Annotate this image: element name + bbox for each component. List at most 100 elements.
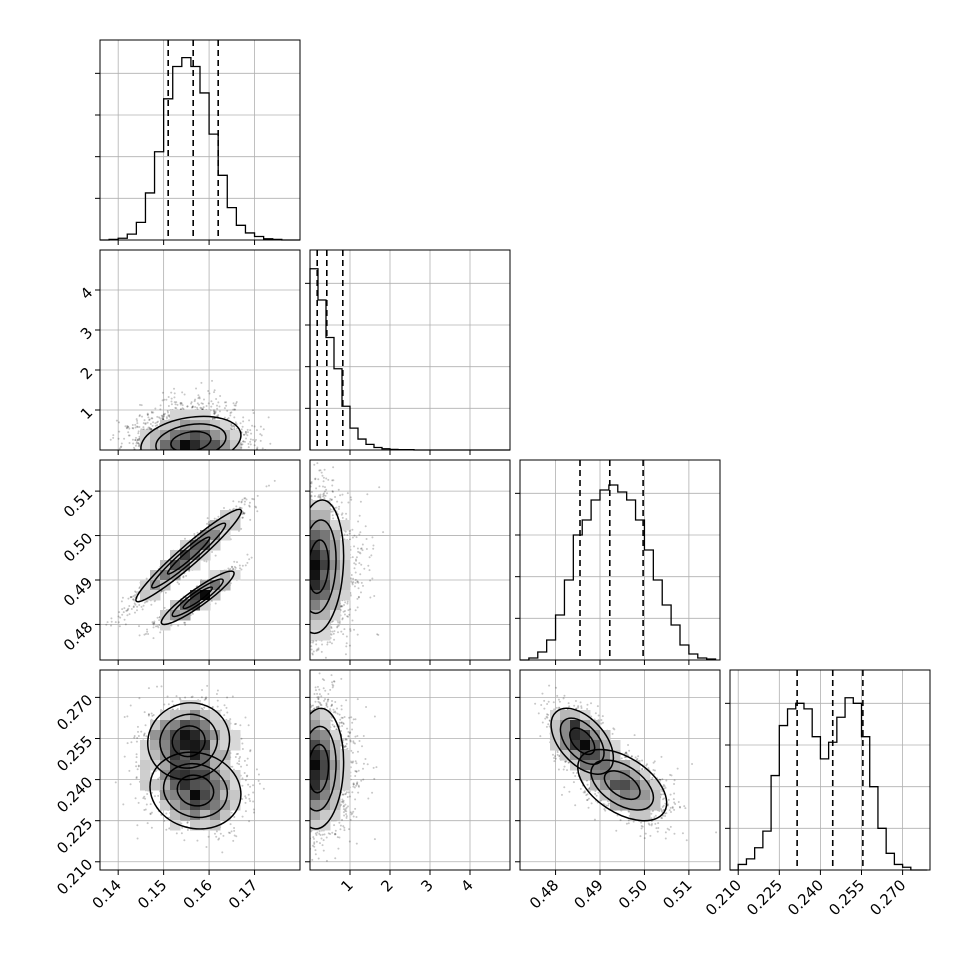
sample-point [232, 507, 235, 510]
sample-point [140, 605, 143, 608]
sample-point [207, 521, 210, 524]
sample-point [241, 498, 244, 501]
sample-point [211, 379, 214, 382]
sample-point [154, 407, 157, 410]
sample-point [218, 410, 221, 413]
sample-point [136, 425, 139, 428]
sample-point [144, 423, 147, 426]
sample-point [197, 403, 200, 406]
sample-point [137, 442, 140, 445]
sample-point [241, 516, 244, 519]
sample-point [191, 612, 194, 615]
density-cell [190, 440, 201, 450]
sample-point [256, 494, 259, 497]
sample-point [137, 432, 140, 435]
sample-point [159, 417, 162, 420]
sample-point [124, 425, 127, 428]
sample-point [138, 634, 141, 637]
sample-point [255, 506, 258, 509]
density-cell [210, 440, 221, 450]
sample-point [117, 615, 120, 618]
sample-point [140, 404, 143, 407]
sample-point [207, 389, 210, 392]
sample-point [237, 500, 240, 503]
sample-point [161, 416, 164, 419]
sample-point [249, 518, 252, 521]
sample-point [262, 428, 265, 431]
sample-point [127, 431, 130, 434]
sample-point [148, 427, 151, 430]
sample-point [138, 443, 141, 446]
sample-point [151, 622, 154, 625]
sample-point [173, 401, 176, 404]
sample-point [126, 424, 129, 427]
sample-point [150, 427, 153, 430]
sample-point [151, 424, 154, 427]
sample-point [186, 405, 189, 408]
x-tick-label: 0.240 [784, 876, 827, 919]
sample-point [149, 428, 152, 431]
sample-point [136, 609, 139, 612]
sample-point [141, 428, 144, 431]
sample-point [225, 404, 228, 407]
sample-point [179, 408, 182, 411]
sample-point [160, 414, 163, 417]
sample-point [245, 498, 248, 501]
density-contour [170, 430, 212, 450]
sample-point [233, 408, 236, 411]
density-cell [180, 440, 191, 450]
sample-point [190, 402, 193, 405]
sample-point [260, 434, 263, 437]
sample-point [161, 414, 164, 417]
sample-point [240, 428, 243, 431]
sample-point [170, 391, 173, 394]
sample-point [180, 402, 183, 405]
sample-point [254, 505, 257, 508]
sample-point [181, 391, 184, 394]
density-cell [170, 440, 181, 450]
sample-point [150, 411, 153, 414]
sample-point [126, 609, 129, 612]
sample-point [185, 574, 188, 577]
sample-point [154, 625, 157, 628]
sample-point [133, 611, 136, 614]
density-cell [190, 430, 201, 441]
density-cell [200, 430, 211, 441]
sample-point [259, 425, 262, 428]
density-cell [150, 430, 161, 441]
density-cell [230, 440, 241, 450]
sample-point [242, 416, 245, 419]
sample-point [167, 415, 170, 418]
sample-point [117, 437, 120, 440]
y-tick-label: 2 [77, 364, 96, 383]
sample-point [159, 408, 162, 411]
sample-point [178, 583, 181, 586]
sample-point [198, 396, 201, 399]
sample-point [121, 613, 124, 616]
sample-point [123, 437, 126, 440]
sample-point [243, 512, 246, 515]
sample-point [143, 601, 146, 604]
sample-point [157, 420, 160, 423]
sample-point [170, 397, 173, 400]
sample-point [134, 594, 137, 597]
sample-point [190, 401, 193, 404]
sample-point [261, 447, 264, 450]
sample-point [240, 446, 243, 449]
sample-point [231, 424, 234, 427]
sample-point [222, 506, 225, 509]
sample-point [173, 392, 176, 395]
sample-point [151, 417, 154, 420]
sample-point [174, 406, 177, 409]
sample-point [246, 561, 249, 564]
sample-point [134, 590, 137, 593]
density-cell [200, 440, 211, 450]
sample-point [213, 412, 216, 415]
density-cell [180, 410, 191, 421]
sample-point [147, 416, 150, 419]
sample-point [133, 602, 136, 605]
sample-point [176, 581, 179, 584]
sample-point [150, 428, 153, 431]
sample-point [259, 439, 262, 442]
density-cell [170, 410, 181, 421]
